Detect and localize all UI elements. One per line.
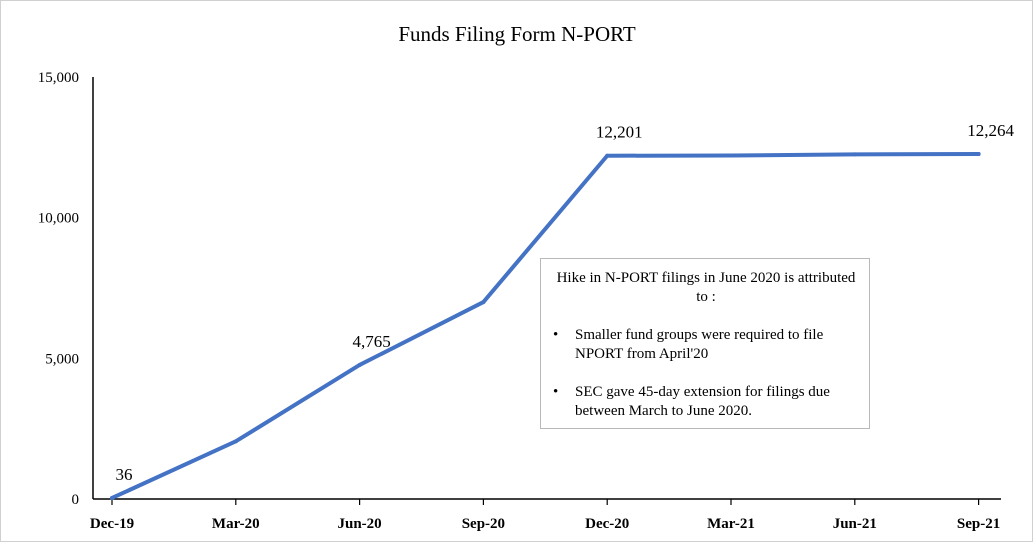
data-point — [357, 362, 362, 367]
y-tick-label: 0 — [72, 492, 80, 508]
annotation-item: • Smaller fund groups were required to f… — [553, 326, 859, 364]
y-tick-label: 5,000 — [45, 351, 79, 367]
data-point — [852, 152, 857, 157]
x-tick-label: Mar-21 — [707, 516, 755, 532]
chart-title: Funds Filing Form N-PORT — [398, 22, 636, 46]
annotation-item: • SEC gave 45-day extension for filings … — [553, 383, 859, 421]
x-tick-label: Sep-20 — [462, 516, 505, 532]
annotation-item-text: Smaller fund groups were required to fil… — [575, 327, 824, 362]
x-tick-label: Sep-21 — [957, 516, 1000, 532]
data-label: 12,201 — [596, 123, 643, 142]
y-tick-label: 10,000 — [38, 211, 79, 227]
data-point — [729, 153, 733, 158]
data-point — [605, 153, 610, 158]
annotation-heading: Hike in N-PORT filings in June 2020 is a… — [556, 270, 856, 305]
bullet-glyph: • — [553, 327, 559, 343]
x-tick-label: Dec-19 — [90, 516, 134, 532]
annotation-list: • Smaller fund groups were required to f… — [553, 326, 859, 421]
bullet-glyph: • — [553, 384, 559, 400]
data-label: 4,765 — [352, 332, 390, 351]
annotation-box: Hike in N-PORT filings in June 2020 is a… — [540, 258, 870, 429]
series-line — [110, 151, 981, 500]
x-tick-label: Jun-21 — [833, 516, 877, 532]
data-label: 12,264 — [967, 121, 1014, 140]
data-point — [481, 300, 486, 305]
data-point — [233, 439, 238, 444]
x-tick-label: Jun-20 — [338, 516, 382, 532]
y-tick-label: 15,000 — [38, 70, 79, 86]
x-tick-label: Mar-20 — [212, 516, 260, 532]
plot-series — [110, 151, 981, 500]
data-labels: 36 4,765 12,201 12,264 — [116, 121, 1015, 484]
axes: 0 5,000 10,000 15,000 Dec-19 Mar-20 Jun-20 Sep-… — [38, 70, 1001, 532]
annotation-item-text: SEC gave 45-day extension for filings du… — [575, 384, 830, 419]
data-label: 36 — [116, 465, 133, 484]
data-point — [976, 151, 981, 156]
x-tick-label: Dec-20 — [585, 516, 629, 532]
data-point — [110, 495, 114, 500]
